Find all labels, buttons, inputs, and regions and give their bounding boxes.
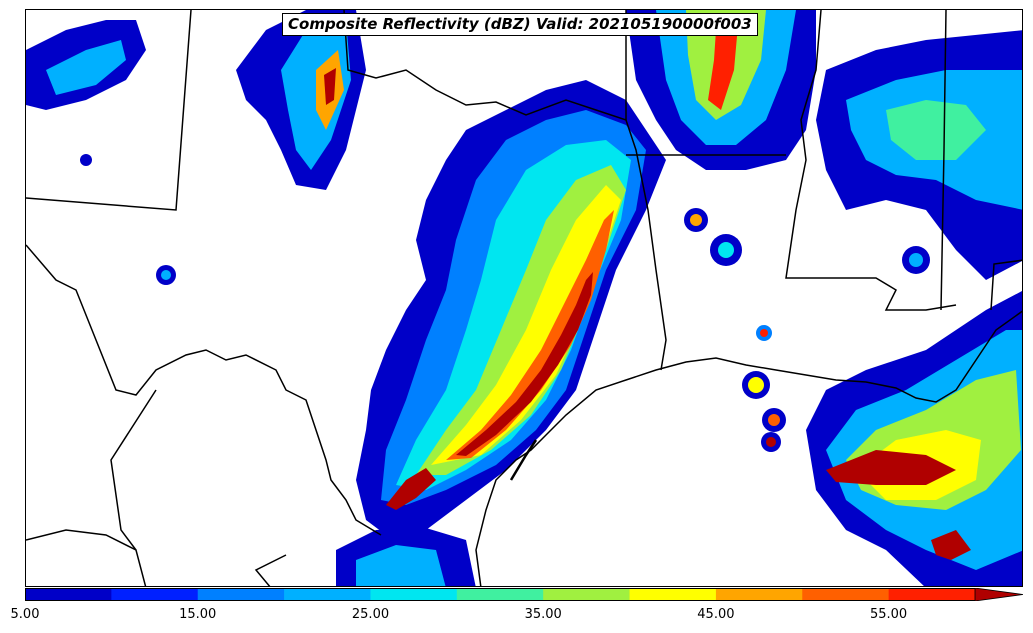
country-border — [26, 244, 382, 536]
echo-northwest-cluster-red — [324, 68, 336, 105]
colorbar-tick-label: 55.00 — [869, 607, 908, 622]
colorbar-outline — [25, 588, 975, 601]
echo-south-texas-cluster-mid — [356, 545, 446, 586]
echo-gulf-cluster-south-core — [931, 530, 971, 560]
colorbar-bin — [715, 588, 803, 601]
map-canvas — [26, 10, 1022, 586]
colorbar-bin — [802, 588, 890, 601]
country-border — [254, 554, 287, 586]
state-boundary — [940, 10, 947, 311]
echo-cell — [766, 437, 776, 447]
state-boundary — [26, 10, 192, 211]
echo-cell — [748, 377, 764, 393]
colorbar-extend-arrow — [974, 588, 1023, 601]
boundaries — [26, 10, 1022, 586]
echo-gulf-cluster-core — [826, 450, 956, 485]
echo-far-northwest-mid — [46, 40, 126, 95]
colorbar-bin — [25, 588, 112, 601]
colorbar-tick-label: 15.00 — [179, 607, 217, 622]
colorbar-bin — [284, 588, 371, 601]
colorbar-tick-label: 25.00 — [351, 607, 390, 622]
colorbar-bin — [629, 588, 717, 601]
echo-cell — [760, 329, 768, 337]
colorbar-bin — [111, 588, 199, 601]
echo-cell — [80, 154, 92, 166]
echo-cell — [690, 214, 702, 226]
colorbar-bin — [197, 588, 285, 601]
echo-cell — [718, 242, 734, 258]
echo-cell — [161, 270, 171, 280]
echo-cell — [768, 414, 780, 426]
colorbar-bin — [543, 588, 631, 601]
map-title: Composite Reflectivity (dBZ) Valid: 2021… — [282, 13, 758, 36]
colorbar-bin — [456, 588, 544, 601]
echo-squall-line-south — [386, 468, 436, 510]
reflectivity-map — [25, 9, 1023, 587]
state-boundary — [343, 10, 627, 122]
colorbar-bin — [888, 588, 976, 601]
colorbar-bin — [370, 588, 458, 601]
echo-north-cluster-core — [708, 25, 738, 110]
echo-east-cluster-green — [886, 100, 986, 160]
echo-scattered-cells — [80, 154, 930, 452]
coastline — [475, 310, 1022, 586]
colorbar-tick-label: 35.00 — [524, 607, 562, 622]
country-border — [26, 529, 147, 586]
colorbar-tick-label: 5.00 — [10, 607, 40, 622]
state-boundary — [625, 119, 667, 371]
colorbar-tick-label: 45.00 — [697, 607, 735, 622]
state-boundary — [785, 10, 957, 311]
colorbar — [25, 588, 1023, 601]
echo-cell — [909, 253, 923, 267]
echo-squall-line-yellow — [431, 185, 621, 465]
country-border — [110, 389, 157, 551]
radar-echoes — [26, 10, 1022, 586]
state-boundary — [990, 259, 1022, 311]
coastline-barrier-island — [509, 439, 538, 481]
